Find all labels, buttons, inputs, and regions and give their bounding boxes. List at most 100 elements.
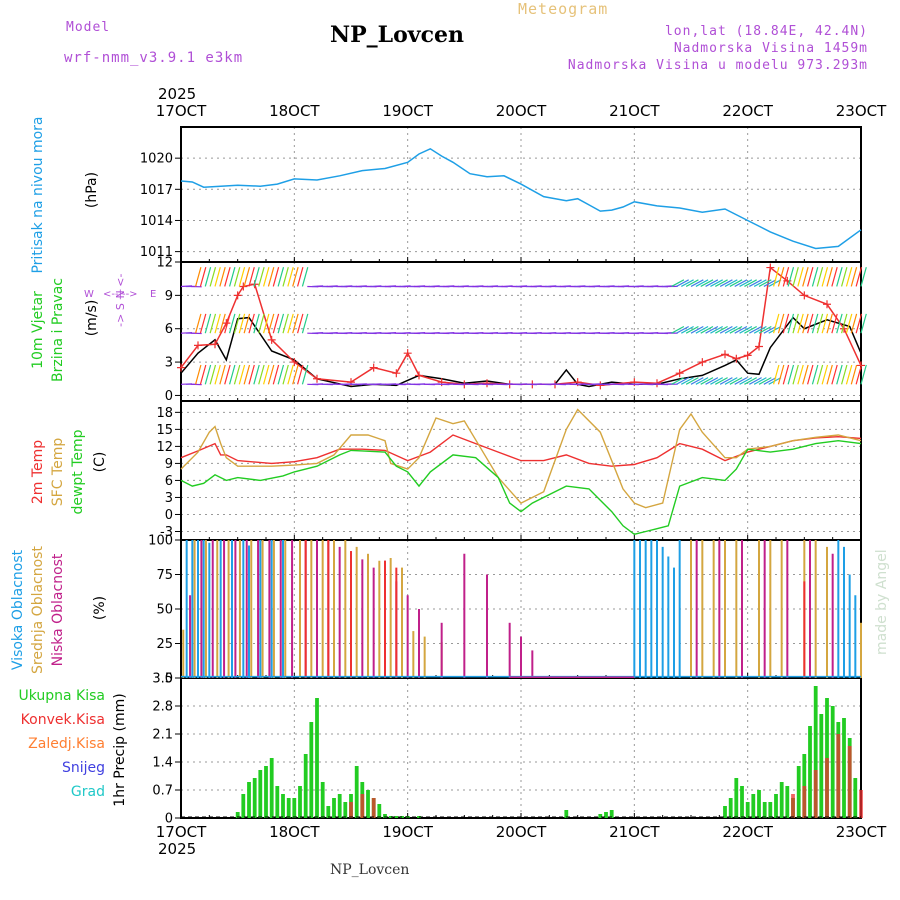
wind-arrow (715, 325, 728, 334)
wind-arrow (680, 377, 694, 385)
precip-bar (802, 786, 807, 818)
wind-arrow (831, 267, 838, 287)
precip-bar (751, 794, 756, 818)
wind-arrow (860, 267, 867, 287)
wind-arrow (831, 313, 838, 334)
wind-arrow (850, 313, 858, 334)
x-tick-label-top: 20OCT (496, 102, 547, 120)
wind-arrow (267, 364, 275, 385)
wind-arrow (739, 377, 753, 385)
wind-arrow (705, 279, 719, 287)
temp-dewpt-label: dewpt Temp (70, 429, 86, 514)
wind-arrow (209, 313, 217, 334)
wind-arrow (685, 279, 699, 287)
wind-arrow (840, 313, 848, 334)
precip-bar (779, 782, 784, 818)
wind-arrow (845, 313, 853, 334)
x-tick-label-bottom: 21OCT (609, 823, 660, 841)
precip-bar (745, 802, 750, 818)
cloud-low-label: Niska Oblacnost (50, 553, 66, 666)
wind-arrow (248, 313, 255, 334)
wind-arrow (729, 377, 743, 385)
precip-bar (332, 798, 336, 818)
y-tick-label: 100 (148, 534, 173, 549)
precip-bar (269, 758, 274, 818)
x-tick-label-bottom: 22OCT (722, 823, 773, 841)
cloud-high-label: Visoka Oblacnost (10, 549, 26, 670)
y-tick-label: 18 (156, 406, 173, 421)
y-tick-label: 1011 (140, 245, 173, 260)
precip-bar (383, 814, 387, 818)
wind-arrow (287, 267, 294, 287)
wind-arrow (744, 279, 757, 287)
wind-arrow (850, 364, 858, 385)
wind-arrow (782, 313, 790, 334)
wind-arrow (753, 377, 767, 385)
precip-bar (847, 746, 852, 818)
precip-legend-item: Konvek.Kisa (21, 712, 105, 728)
model-elevation-label: Nadmorska Visina u modelu 973.293m (567, 58, 868, 73)
y-tick-label: 3 (165, 356, 173, 371)
wind-arrow (831, 364, 838, 385)
wind-arrow (806, 364, 814, 385)
wind-arrow (836, 267, 843, 287)
y-tick-label: 1014 (140, 214, 173, 229)
precip-bar (354, 766, 359, 818)
wind-arrow (724, 325, 738, 334)
wind-arrow (238, 313, 246, 334)
x-tick-label-top: 18OCT (269, 102, 320, 120)
wind-arrow (267, 267, 275, 287)
wind-arrow (729, 279, 743, 287)
wind-arrow (690, 377, 704, 385)
wind-arrow (705, 377, 719, 385)
wind-arrow (695, 279, 709, 287)
precip-bar (388, 816, 393, 818)
wind-arrow (772, 364, 780, 385)
wind-arrow (272, 364, 280, 385)
wind-arrow (690, 325, 704, 334)
gust-point (290, 358, 299, 367)
wind-arrow (219, 267, 226, 287)
precip-bar (309, 722, 314, 818)
x-tick-label-top: 17OCT (156, 102, 207, 120)
wind-arrow (855, 267, 863, 287)
gust-point (369, 363, 378, 372)
wind-arrow (296, 267, 304, 287)
pressure-series (180, 147, 862, 250)
precip-bar (303, 754, 308, 818)
precip-bar (808, 726, 812, 818)
wind-arrow (228, 364, 236, 385)
y-tick-label: 0 (165, 812, 173, 827)
pressure-unit-label: (hPa) (84, 172, 100, 208)
wind-arrow (301, 313, 309, 334)
wind-arrow (248, 364, 255, 385)
wind-arrow (228, 313, 236, 334)
precip-bar (609, 810, 614, 818)
wind-arrow (797, 364, 804, 385)
precip-bar (796, 766, 801, 818)
gust-point (675, 369, 684, 378)
wind-arrow (267, 313, 275, 334)
y-tick-label: 0 (165, 389, 173, 404)
wind-arrow (802, 267, 809, 287)
model-name: wrf-nmm_v3.9.1 e3km (64, 50, 244, 66)
x-tick-label-top: 23OCT (836, 102, 887, 120)
precip-legend-item: Zaledj.Kisa (28, 736, 105, 752)
wind-arrow (860, 313, 867, 334)
wind-arrow (695, 325, 709, 334)
x-tick-label-bottom: 19OCT (382, 823, 433, 841)
wind-arrow (258, 267, 265, 287)
precip-bar (337, 794, 342, 818)
wind-arrow (287, 364, 294, 385)
wind-arrow (262, 364, 270, 385)
wind-arrow (228, 267, 236, 287)
wind-arrow (676, 377, 689, 385)
temperature-line-sfc-temp (180, 408, 862, 509)
temp-sfc-label: SFC Temp (50, 438, 66, 507)
precip-bar (252, 778, 257, 818)
precip-bar (564, 810, 569, 818)
y-tick-label: 0.7 (152, 784, 173, 799)
wind-arrow (715, 279, 728, 287)
wind-arrow (243, 313, 251, 334)
y-tick-label: -3 (160, 525, 173, 540)
